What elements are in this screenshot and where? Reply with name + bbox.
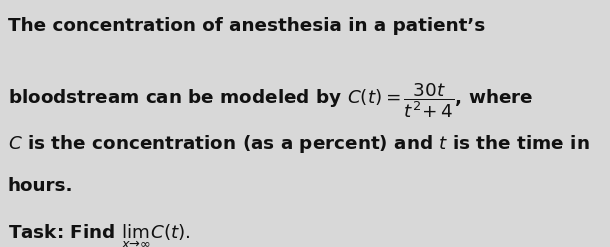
Text: The concentration of anesthesia in a patient’s: The concentration of anesthesia in a pat… (8, 17, 485, 35)
Text: $C$ is the concentration (as a percent) and $t$ is the time in: $C$ is the concentration (as a percent) … (8, 133, 590, 155)
Text: Task: Find $\lim_{x \to \infty} C(t).$: Task: Find $\lim_{x \to \infty} C(t).$ (8, 222, 190, 247)
Text: hours.: hours. (8, 177, 73, 195)
Text: bloodstream can be modeled by $C(t) = \dfrac{30t}{t^2\!+4}$, where: bloodstream can be modeled by $C(t) = \d… (8, 82, 533, 120)
